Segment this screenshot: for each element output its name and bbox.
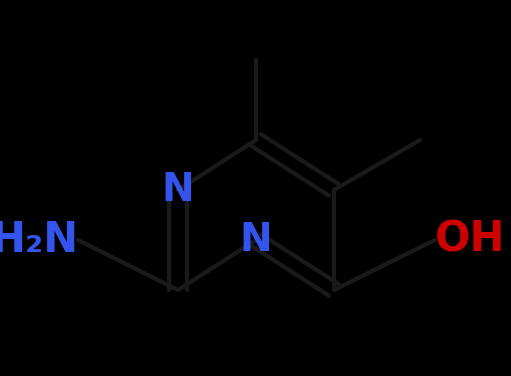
Text: N: N	[161, 171, 194, 209]
Text: N: N	[240, 221, 272, 259]
Text: OH: OH	[435, 219, 505, 261]
Text: H₂N: H₂N	[0, 219, 78, 261]
